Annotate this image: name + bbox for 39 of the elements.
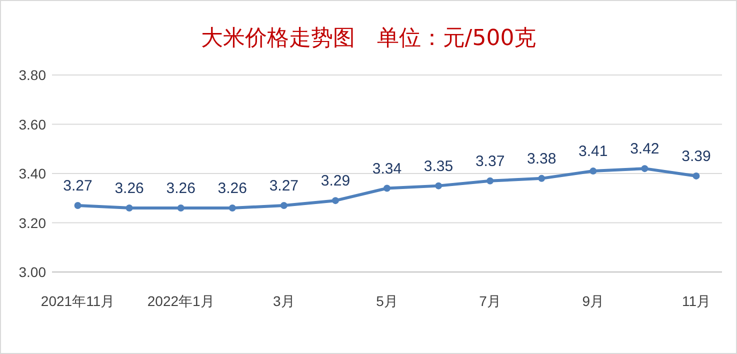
y-tick-label: 3.40 [18, 166, 46, 182]
data-label: 3.26 [218, 180, 247, 197]
data-label: 3.42 [630, 140, 660, 158]
data-label: 3.41 [578, 143, 608, 160]
x-tick-label: 11月 [682, 293, 711, 309]
chart-title: 大米价格走势图 单位：元/500克 [200, 26, 536, 51]
x-tick-label: 7月 [479, 293, 501, 309]
point [126, 204, 133, 212]
data-label: 3.27 [269, 178, 299, 195]
data-label: 3.29 [320, 172, 350, 190]
point [384, 184, 390, 192]
y-tick-label: 3.80 [18, 67, 46, 83]
data-label: 3.34 [372, 160, 402, 178]
x-tick-label: 2021年11月 [40, 293, 115, 309]
data-label: 3.37 [475, 152, 505, 170]
point [228, 204, 236, 212]
point [590, 168, 597, 175]
point [692, 172, 700, 180]
x-tick-label: 5月 [376, 293, 398, 309]
point [74, 202, 82, 210]
data-label: 3.26 [166, 180, 196, 197]
data-label: 3.39 [682, 148, 711, 165]
data-label: 3.38 [527, 150, 556, 168]
y-tick-label: 3.00 [18, 264, 46, 280]
x-tick-label: 9月 [582, 293, 604, 309]
point [641, 165, 648, 172]
point [435, 182, 442, 190]
point [280, 202, 288, 210]
x-tick-label: 2022年1月 [147, 293, 214, 309]
data-label: 3.26 [114, 180, 144, 197]
data-label: 3.35 [424, 158, 454, 175]
point [538, 174, 546, 182]
point [486, 177, 494, 184]
data-label: 3.27 [63, 178, 92, 195]
x-tick-label: 3月 [273, 293, 295, 309]
point [332, 197, 339, 204]
y-tick-label: 3.20 [18, 214, 46, 231]
point [177, 204, 184, 212]
y-tick-label: 3.60 [18, 116, 46, 132]
